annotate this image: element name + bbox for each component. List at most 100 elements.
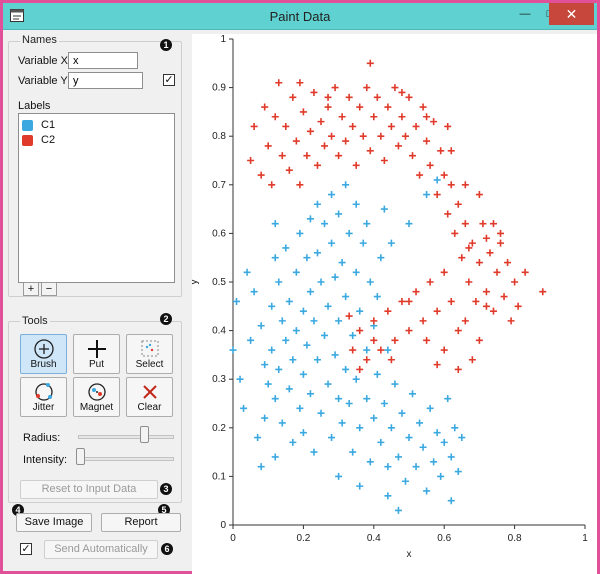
- data-point-c1: [349, 448, 357, 456]
- labels-list[interactable]: C1 C2: [18, 113, 175, 283]
- data-point-c2: [391, 84, 399, 92]
- variable-y-input[interactable]: [68, 72, 143, 89]
- variable-y-checkbox[interactable]: ✓: [163, 74, 175, 86]
- data-point-c1: [394, 506, 402, 514]
- scatter-plot[interactable]: 0 0.2 0.4 0.6 0.8 1 0 0.1 0.2 0.3 0.4 0.5 0.6 0.7 0.8 0…: [192, 34, 597, 574]
- data-point-c2: [363, 84, 371, 92]
- data-point-c2: [377, 346, 385, 354]
- data-point-c2: [500, 293, 508, 301]
- data-point-c1: [356, 482, 364, 490]
- data-point-c2: [401, 132, 409, 140]
- select-tool-button[interactable]: Select: [126, 334, 173, 374]
- data-point-c1: [338, 259, 346, 267]
- data-point-c1: [391, 380, 399, 388]
- data-point-c1: [310, 317, 318, 325]
- data-point-c2: [444, 210, 452, 218]
- data-point-c1: [423, 487, 431, 495]
- data-point-c1: [359, 239, 367, 247]
- data-point-c2: [475, 259, 483, 267]
- intensity-slider[interactable]: [78, 457, 174, 461]
- data-point-c1: [306, 215, 314, 223]
- data-point-c2: [384, 307, 392, 315]
- x-tick-label: 0.8: [508, 533, 522, 544]
- data-point-c2: [482, 302, 490, 310]
- magnet-tool-button[interactable]: Magnet: [73, 377, 120, 417]
- data-point-c1: [373, 370, 381, 378]
- data-point-c1: [352, 200, 360, 208]
- data-point-c2: [412, 288, 420, 296]
- data-point-c2: [444, 122, 452, 130]
- c2-swatch: [22, 134, 33, 146]
- data-point-c2: [268, 181, 276, 189]
- data-point-c1: [419, 443, 427, 451]
- data-point-c1: [261, 361, 269, 369]
- data-point-c2: [282, 122, 290, 130]
- clear-tool-button[interactable]: Clear: [126, 377, 173, 417]
- data-point-c2: [250, 122, 258, 130]
- tools-group: [8, 321, 182, 503]
- add-label-button[interactable]: +: [23, 282, 39, 296]
- data-point-c2: [349, 122, 357, 130]
- list-item[interactable]: C2: [22, 133, 55, 147]
- data-point-c1: [257, 322, 265, 330]
- data-point-c2: [489, 307, 497, 315]
- data-point-c2: [247, 157, 255, 164]
- close-button[interactable]: ✕: [549, 3, 594, 25]
- data-point-c2: [405, 93, 413, 101]
- reset-to-input-data-button[interactable]: Reset to Input Data: [20, 480, 158, 499]
- y-tick-label: 0.6: [212, 228, 226, 239]
- data-point-c2: [338, 113, 346, 121]
- list-item[interactable]: C1: [22, 118, 55, 132]
- y-tick-label: 0.1: [212, 471, 226, 482]
- data-point-c1: [363, 395, 371, 403]
- send-automatically-button[interactable]: Send Automatically: [44, 540, 158, 559]
- data-point-c1: [324, 302, 332, 310]
- minimize-button[interactable]: —: [519, 8, 531, 20]
- put-label: Put: [88, 359, 104, 370]
- data-point-c1: [405, 220, 413, 228]
- names-group-title: Names: [20, 34, 59, 46]
- radius-slider[interactable]: [78, 435, 174, 439]
- select-icon: [141, 340, 158, 357]
- x-tick-label: 0.2: [296, 533, 310, 544]
- data-point-c1: [289, 438, 297, 446]
- data-point-c2: [440, 346, 448, 354]
- data-point-c1: [257, 463, 265, 471]
- brush-tool-button[interactable]: Brush: [20, 334, 67, 374]
- radius-slider-handle[interactable]: [140, 426, 149, 443]
- data-point-c1: [321, 220, 329, 228]
- data-point-c1: [317, 409, 325, 417]
- save-image-button[interactable]: Save Image: [16, 513, 92, 532]
- data-point-c1: [370, 414, 378, 422]
- data-point-c2: [264, 142, 272, 150]
- data-point-c2: [489, 220, 497, 228]
- data-point-c2: [356, 327, 364, 335]
- data-point-c1: [261, 414, 269, 422]
- data-point-c2: [426, 161, 434, 169]
- put-tool-button[interactable]: Put: [73, 334, 120, 374]
- data-point-c2: [321, 142, 329, 150]
- data-point-c1: [366, 458, 374, 466]
- data-point-c2: [511, 278, 519, 286]
- intensity-slider-handle[interactable]: [76, 448, 85, 465]
- data-point-c2: [465, 278, 473, 286]
- data-point-c1: [240, 404, 248, 412]
- remove-label-button[interactable]: −: [41, 282, 57, 296]
- y-tick-label: 0.8: [212, 131, 226, 142]
- data-point-c2: [328, 132, 336, 140]
- data-point-c2: [317, 118, 325, 126]
- data-point-c1: [268, 346, 276, 354]
- data-point-c2: [313, 161, 321, 169]
- send-automatically-checkbox[interactable]: ✓: [20, 543, 32, 555]
- data-point-c2: [479, 220, 487, 228]
- data-point-c1: [363, 220, 371, 228]
- jitter-tool-button[interactable]: Jitter: [20, 377, 67, 417]
- variable-x-input[interactable]: [68, 52, 138, 69]
- data-point-c1: [440, 438, 448, 446]
- data-point-c2: [373, 93, 381, 101]
- data-point-c1: [310, 448, 318, 456]
- data-point-c1: [433, 429, 441, 437]
- scatter-plot-area[interactable]: 0 0.2 0.4 0.6 0.8 1 0 0.1 0.2 0.3 0.4 0.5 0.6 0.7 0.8 0…: [192, 34, 597, 574]
- report-button[interactable]: Report: [101, 513, 181, 532]
